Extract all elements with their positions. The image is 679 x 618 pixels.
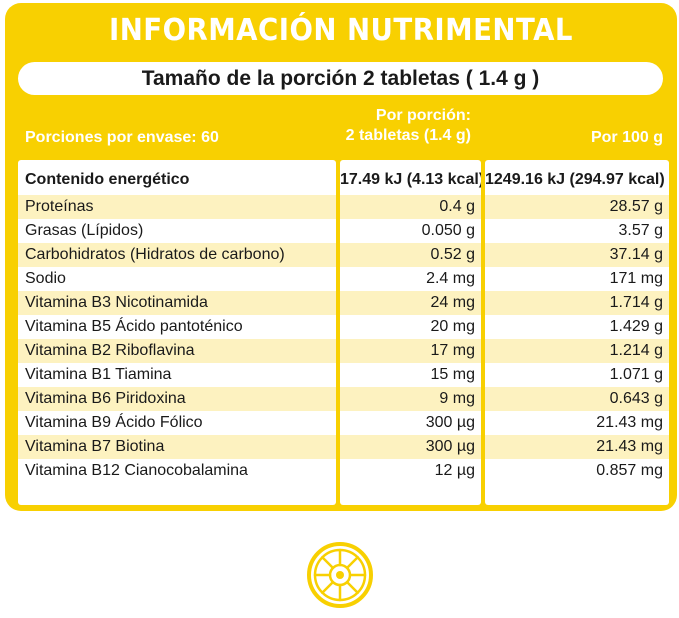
table-cell-per-100g: 21.43 mg	[596, 414, 663, 431]
servings-per-container: Porciones por envase: 60	[25, 129, 219, 146]
per-100g-column: 1249.16 kJ (294.97 kcal) 28.57 g 3.57 g …	[485, 160, 669, 505]
nutrition-panel: INFORMACIÓN NUTRIMENTAL Tamaño de la por…	[5, 3, 677, 511]
table-cell-per-serving: 17.49 kJ (4.13 kcal)	[340, 171, 481, 188]
table-row-name: Vitamina B3 Nicotinamida	[18, 291, 336, 315]
table-cell-per-100g: 1.429 g	[609, 318, 663, 335]
table-cell-per-100g: 1.214 g	[485, 339, 669, 363]
table-cell-per-100g: 1.714 g	[485, 291, 669, 315]
table-cell-per-serving: 12 µg	[434, 462, 475, 479]
citrus-slice-icon	[307, 542, 373, 608]
table-cell-per-serving: 20 mg	[430, 318, 475, 335]
table-cell-per-serving: 24 mg	[340, 291, 481, 315]
table-cell-per-100g: 3.57 g	[618, 222, 663, 239]
per-100g-header: Por 100 g	[590, 129, 663, 146]
serving-size: Tamaño de la porción 2 tabletas ( 1.4 g …	[18, 62, 663, 95]
table-row-name: Vitamina B1 Tiamina	[25, 366, 172, 383]
table-row-name: Vitamina B7 Biotina	[18, 435, 336, 459]
table-row-name: Vitamina B2 Riboflavina	[18, 339, 336, 363]
table-cell-per-serving: 0.52 g	[340, 243, 481, 267]
table-row-name: Grasas (Lípidos)	[25, 222, 144, 239]
table-row-name: Vitamina B12 Cianocobalamina	[25, 462, 248, 479]
table-cell-per-100g: 28.57 g	[485, 195, 669, 219]
table-cell-per-serving: 17 mg	[340, 339, 481, 363]
per-serving-header-line2: 2 tabletas (1.4 g)	[345, 127, 471, 144]
table-row-name: Vitamina B5 Ácido pantoténico	[25, 318, 243, 335]
table-row-name: Contenido energético	[25, 171, 190, 188]
table-cell-per-100g: 21.43 mg	[485, 435, 669, 459]
per-serving-header-line1: Por porción:	[375, 107, 471, 124]
table-row-name: Carbohidratos (Hidratos de carbono)	[18, 243, 336, 267]
table-cell-per-serving: 2.4 mg	[426, 270, 475, 287]
table-row-name: Sodio	[25, 270, 66, 287]
panel-title: INFORMACIÓN NUTRIMENTAL	[109, 13, 573, 48]
table-cell-per-100g: 0.643 g	[485, 387, 669, 411]
table-cell-per-100g: 37.14 g	[485, 243, 669, 267]
table-row-name: Proteínas	[18, 195, 336, 219]
table-cell-per-serving: 0.4 g	[340, 195, 481, 219]
table-row-name: Vitamina B9 Ácido Fólico	[25, 414, 203, 431]
table-cell-per-100g: 0.857 mg	[596, 462, 663, 479]
table-cell-per-serving: 15 mg	[430, 366, 475, 383]
per-serving-header: Por porción: 2 tabletas (1.4 g)	[321, 106, 471, 146]
nutrient-name-column: Contenido energético Proteínas Grasas (L…	[18, 160, 336, 505]
table-cell-per-100g: 1249.16 kJ (294.97 kcal)	[485, 171, 665, 188]
table-row-name: Vitamina B6 Piridoxina	[18, 387, 336, 411]
table-cell-per-serving: 0.050 g	[421, 222, 475, 239]
table-cell-per-serving: 300 µg	[340, 435, 481, 459]
table-cell-per-100g: 171 mg	[609, 270, 663, 287]
per-serving-column: 17.49 kJ (4.13 kcal) 0.4 g 0.050 g 0.52 …	[340, 160, 481, 505]
table-cell-per-100g: 1.071 g	[609, 366, 663, 383]
table-cell-per-serving: 9 mg	[340, 387, 481, 411]
table-cell-per-serving: 300 µg	[425, 414, 475, 431]
